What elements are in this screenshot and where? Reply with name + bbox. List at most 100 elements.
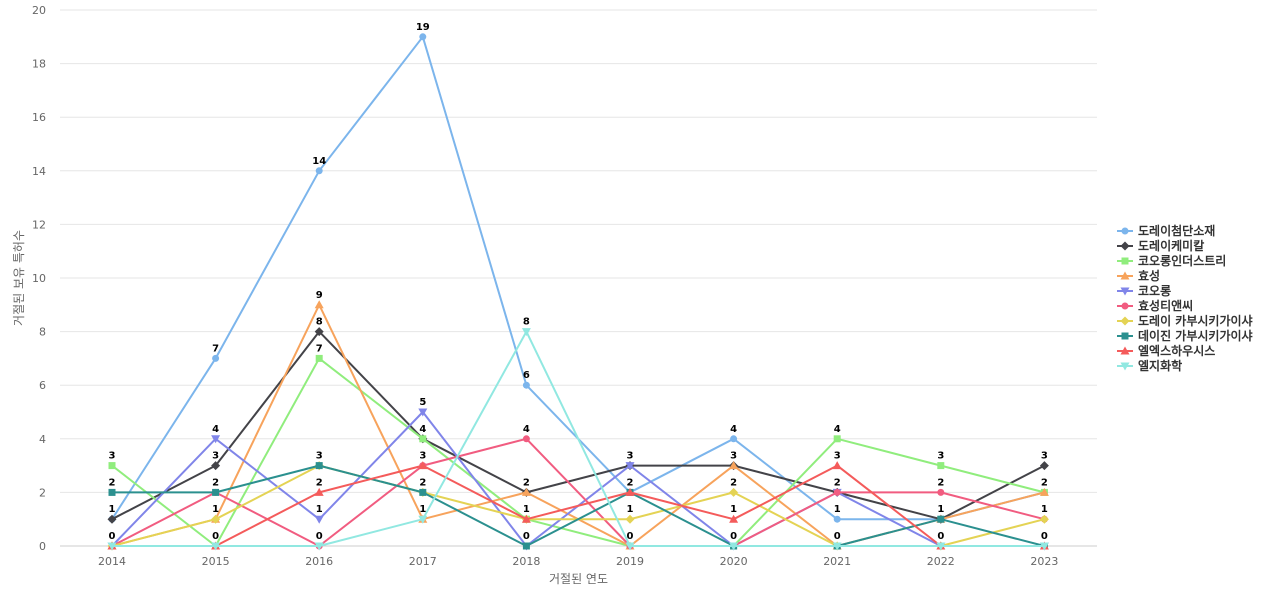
data-point <box>418 515 428 524</box>
data-point <box>625 462 635 471</box>
legend-item[interactable]: 데이진 가부시키가이샤 <box>1117 328 1253 343</box>
legend-item[interactable]: 도레이케미칼 <box>1117 238 1204 253</box>
legend-item[interactable]: 효성티앤씨 <box>1117 298 1193 313</box>
data-point <box>833 435 841 443</box>
data-label: 4 <box>523 424 530 435</box>
data-point <box>107 542 117 551</box>
data-point <box>1120 316 1130 326</box>
data-label: 6 <box>523 370 530 381</box>
data-point <box>211 435 221 444</box>
x-tick-label: 2020 <box>720 555 748 568</box>
data-label: 1 <box>937 504 944 515</box>
legend-item[interactable]: 엘엑스하우시스 <box>1117 343 1215 358</box>
data-label: 0 <box>523 531 530 542</box>
data-label: 1 <box>316 504 323 515</box>
data-label: 3 <box>419 451 426 462</box>
data-point <box>314 300 324 309</box>
legend-item[interactable]: 도레이첨단소재 <box>1117 223 1215 238</box>
legend-label: 효성티앤씨 <box>1138 298 1193 313</box>
series-엘엑스하우시스 <box>107 461 1049 550</box>
data-label: 1 <box>523 504 530 515</box>
data-point <box>418 461 428 470</box>
data-point <box>1039 542 1049 551</box>
data-point <box>419 435 427 443</box>
data-point <box>625 487 635 496</box>
data-label: 3 <box>937 451 944 462</box>
x-tick-label: 2015 <box>202 555 230 568</box>
y-tick-label: 6 <box>39 379 46 392</box>
data-point <box>729 514 739 523</box>
x-tick-label: 2014 <box>98 555 126 568</box>
data-point <box>1120 271 1130 280</box>
y-tick-label: 10 <box>32 272 46 285</box>
data-point <box>315 167 323 175</box>
series-line <box>112 464 1045 547</box>
data-label: 0 <box>1041 531 1048 542</box>
data-point <box>937 515 945 523</box>
data-label: 2 <box>212 477 219 488</box>
data-point <box>107 514 117 524</box>
data-label: 4 <box>419 424 426 435</box>
x-tick-label: 2017 <box>409 555 437 568</box>
data-label: 3 <box>834 451 841 462</box>
data-label: 14 <box>312 156 326 167</box>
data-label: 3 <box>627 451 634 462</box>
data-label: 2 <box>419 477 426 488</box>
data-point <box>1121 302 1129 310</box>
y-tick-label: 2 <box>39 486 46 499</box>
legend-item[interactable]: 엘지화학 <box>1117 358 1182 373</box>
series-엘지화학 <box>107 328 1049 551</box>
legend-label: 도레이케미칼 <box>1138 238 1204 253</box>
data-label: 3 <box>1041 451 1048 462</box>
legend-item[interactable]: 코오롱 <box>1117 283 1171 298</box>
data-point <box>108 462 116 470</box>
y-tick-label: 12 <box>32 218 46 231</box>
data-label: 0 <box>212 531 219 542</box>
x-axis: 2014 2015 2016 2017 2018 2019 2020 2021 2022 2023 <box>98 555 1058 568</box>
y-tick-label: 14 <box>32 165 46 178</box>
data-point <box>937 488 945 496</box>
x-tick-label: 2019 <box>616 555 644 568</box>
data-label: 4 <box>834 424 841 435</box>
legend-item[interactable]: 코오롱인더스트리 <box>1117 253 1226 268</box>
series-group <box>107 33 1049 551</box>
x-tick-label: 2016 <box>305 555 333 568</box>
data-point <box>521 328 531 337</box>
data-point <box>1121 227 1129 235</box>
data-label: 2 <box>937 477 944 488</box>
data-label: 8 <box>316 317 323 328</box>
legend-label: 도레이 카부시키가이샤 <box>1138 313 1253 328</box>
data-labels: 3210743210149873210195432186421032104321… <box>109 22 1048 542</box>
legend-item[interactable]: 효성 <box>1117 269 1160 283</box>
data-point <box>314 542 324 551</box>
data-label: 9 <box>316 290 323 301</box>
series-line <box>112 464 1045 547</box>
series-도레이케미칼 <box>107 327 1049 524</box>
series-line <box>112 330 1045 547</box>
y-tick-label: 16 <box>32 111 46 124</box>
data-point <box>419 33 427 41</box>
data-point <box>936 542 946 551</box>
data-point <box>315 462 323 470</box>
data-label: 0 <box>730 531 737 542</box>
data-point <box>832 542 842 551</box>
y-tick-label: 0 <box>39 540 46 553</box>
data-point <box>212 488 220 496</box>
legend-label: 코오롱 <box>1138 283 1171 298</box>
data-point <box>418 408 428 417</box>
data-label: 7 <box>316 343 323 354</box>
data-point <box>729 461 739 470</box>
data-point <box>833 488 841 496</box>
x-tick-label: 2021 <box>823 555 851 568</box>
legend-item[interactable]: 도레이 카부시키가이샤 <box>1117 313 1253 328</box>
data-label: 4 <box>212 424 219 435</box>
data-label: 2 <box>523 477 530 488</box>
data-point <box>1120 241 1130 251</box>
data-point <box>1121 257 1129 265</box>
data-point <box>1120 362 1130 371</box>
data-label: 0 <box>316 531 323 542</box>
data-label: 1 <box>109 504 116 515</box>
data-label: 2 <box>834 477 841 488</box>
